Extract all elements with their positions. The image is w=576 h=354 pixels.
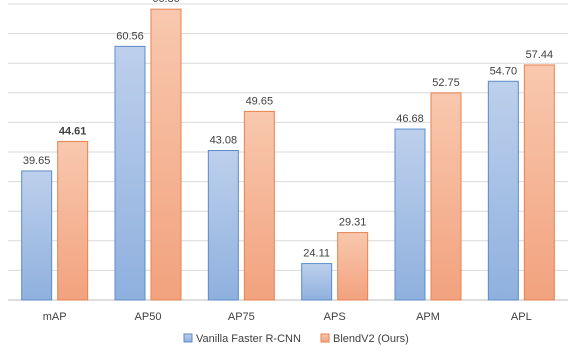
- data-label: 39.65: [23, 155, 51, 167]
- data-label: 54.70: [490, 65, 518, 77]
- data-label: 24.11: [303, 248, 330, 260]
- x-tick-label: APS: [324, 311, 346, 323]
- x-tick-label: AP50: [135, 311, 162, 323]
- data-labels: 39.65 44.61 60.56 66.80 43.08 49.65 24.11 29.31…: [23, 0, 553, 260]
- bars: [21, 8, 555, 301]
- bar-map-series-1: [21, 170, 53, 301]
- data-label: 29.31: [339, 217, 367, 229]
- legend-swatch: [183, 333, 193, 343]
- data-label: 43.08: [210, 135, 238, 147]
- data-label: 49.65: [246, 95, 274, 107]
- data-label: 52.75: [432, 77, 460, 89]
- x-tick-label: AP75: [228, 311, 255, 323]
- bar-map-series-2: [57, 140, 89, 301]
- gridlines: [8, 3, 568, 301]
- bar-ap50-series-1: [114, 45, 146, 301]
- data-label: 66.80: [152, 0, 180, 5]
- legend-label: Vanilla Faster R-CNN: [196, 333, 301, 345]
- data-label: 44.61: [59, 125, 87, 137]
- x-tick-label: mAP: [43, 311, 67, 323]
- bar-apl-series-2: [523, 64, 555, 301]
- legend-label: BlendV2 (Ours): [333, 333, 409, 345]
- bar-apm-series-1: [394, 128, 426, 301]
- x-tick-labels: mAP AP50 AP75 APS APM APL: [43, 311, 532, 323]
- bar-apm-series-2: [430, 92, 462, 301]
- legend-swatch: [320, 333, 330, 343]
- legend: Vanilla Faster R-CNN BlendV2 (Ours): [183, 333, 409, 345]
- x-tick-label: APM: [416, 311, 440, 323]
- bar-ap50-series-2: [150, 8, 182, 301]
- data-label: 60.56: [116, 30, 144, 42]
- bar-aps-series-1: [301, 263, 333, 301]
- bar-apl-series-1: [487, 80, 519, 301]
- bar-aps-series-2: [337, 232, 369, 301]
- x-tick-label: APL: [511, 311, 532, 323]
- data-label: 57.44: [526, 49, 554, 61]
- bar-ap75-series-1: [207, 150, 239, 301]
- data-label: 46.68: [396, 113, 424, 125]
- bar-ap75-series-2: [243, 110, 275, 301]
